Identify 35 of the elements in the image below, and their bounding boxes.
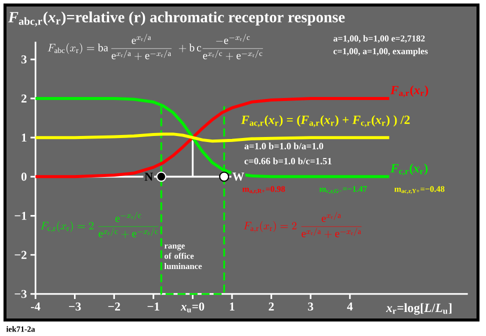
x-tick-label: 2	[268, 302, 274, 310]
y-tick-label: −1	[14, 212, 26, 220]
x-tick-label: 4	[347, 302, 353, 310]
annotation: m$_{a,r,R+}$=0.98	[242, 186, 285, 194]
y-tick-label: 3	[21, 55, 27, 64]
annotation: range of office luminance	[164, 244, 202, 270]
x-tick-label: 1	[230, 302, 234, 310]
series-label: F$_{c,r}$(x$_{r}$)	[390, 164, 428, 176]
x-tick-label: 3	[308, 302, 314, 311]
x-tick-label: −3	[69, 302, 81, 311]
annotation: m$_{ac,r,Y+}$=−0.48	[394, 186, 444, 194]
annotation: W	[232, 172, 244, 181]
chart-title: F$_{abc,r}$(x$_{r}$)=relative (r) achromatic receptor response	[8, 11, 345, 26]
y-tick-label: −3	[14, 290, 27, 298]
annotation: c=0.66 b=1.0 b/c=1.51	[244, 158, 332, 164]
annotation: $F_{\mathrm{abc}}(x_{\mathrm{r}})=\mathrm{ba}\,\frac{\mathrm{e}^{x_{\mathrm{r}}/\mathrm{a}}}{\mathrm{e}^{x_{\mathrm{r}}/\mathrm{a}}+\mathrm{e}^{-x_{\mathrm{r}}/\mathrm{a}}}\;+\mathrm{b\,c}\frac{-\mathrm{e}^{-x_{\mathrm{r}}/\mathrm{c}}}{\mathrm{e}^{x_{\mathrm{r}}/\mathrm{c}}+\mathrm{e}^{-x_{\mathrm{r}}/\mathrm{c}}}$	[48, 34, 263, 60]
y-tick-label: 2	[21, 94, 26, 102]
annotation: m$_{c,r,G−}$=−1.47	[319, 186, 367, 194]
annotation: N	[144, 172, 153, 181]
text: F$_{ac,r}$(x$_{r}$) = (F$_{a,r}$(x$_{r}$) + F$_{c,r}$(x$_{r}$) ) /2	[241, 115, 410, 128]
series-label: F$_{a,r}$(x$_{r}$)	[390, 85, 428, 98]
text: iek71-2a	[6, 326, 35, 332]
y-tick-label: 1	[22, 134, 26, 142]
annotation: $F_{\mathrm{a,r}}(x_{\mathrm{r}})=2\;\frac{\mathrm{e}^{x_{\mathrm{r}}/\mathrm{a}}}{\mathrm{e}^{x_{\mathrm{r}}/\mathrm{a}}+\mathrm{e}^{-x_{\mathrm{r}}/\mathrm{a}}}$	[244, 212, 362, 238]
annotation: a=1,00, b=1,00 e=2,7182	[333, 35, 425, 43]
annotation: $F_{\mathrm{c,r}}(x_{\mathrm{r}})=2\;\frac{\mathrm{e}^{-x_{\mathrm{r}}/\mathrm{c}}}{\mathrm{e}^{x_{\mathrm{r}}/\mathrm{c}}+\mathrm{e}^{-x_{\mathrm{r}}/\mathrm{c}}}$	[40, 212, 159, 238]
x-tick-label: −1	[148, 302, 160, 310]
x-tick-label: -4	[30, 302, 40, 310]
x-axis-title: x$_{r}$=log[L/L$_{u}$]	[386, 303, 452, 315]
y-tick-label: −2	[14, 250, 26, 259]
x-tick-label: x$_{u}$=0	[180, 302, 204, 312]
y-tick-label: 0	[21, 172, 27, 181]
annotation: c=1,00, a=1,00, examples	[334, 48, 428, 56]
annotation: a=1.0 b=1.0 b/a=1.0	[244, 142, 324, 150]
x-tick-label: −2	[108, 302, 120, 310]
